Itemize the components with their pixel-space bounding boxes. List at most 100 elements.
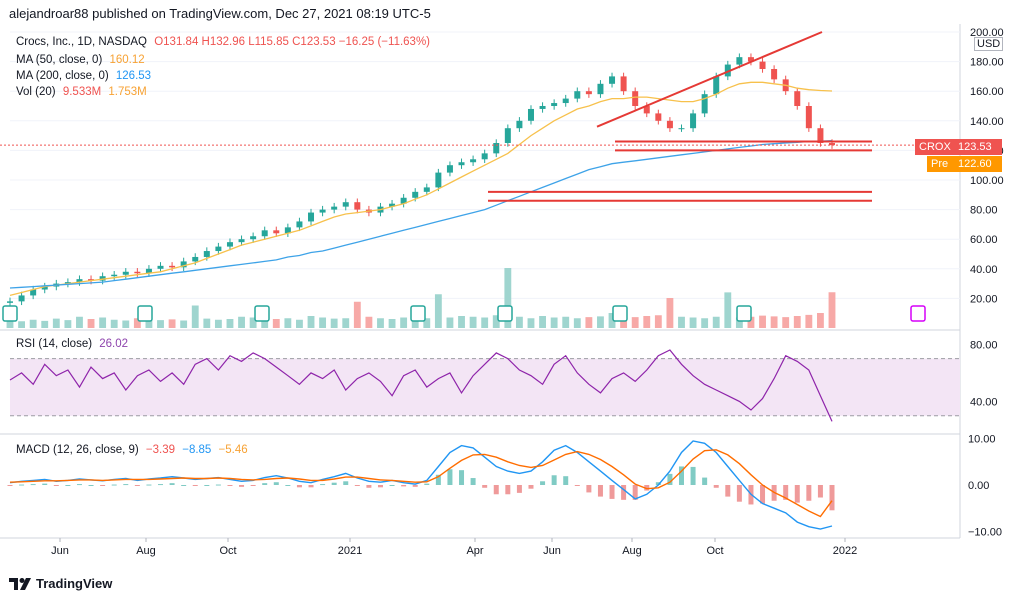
currency-label[interactable]: USD: [974, 37, 1004, 51]
volume-bar: [631, 317, 639, 328]
volume-bar: [6, 320, 14, 328]
volume-bar: [226, 319, 234, 328]
volume-value-2: 1.753M: [108, 86, 147, 98]
volume-bar: [527, 318, 535, 328]
ma200-label: MA (200, close, 0): [16, 70, 109, 82]
volume-bar: [353, 301, 361, 328]
candle-body: [597, 83, 604, 95]
volume-bar: [238, 316, 245, 328]
candle-body: [41, 286, 48, 290]
volume-bar: [41, 320, 49, 328]
earnings-marker-icon[interactable]: [137, 305, 153, 322]
price-tick-label: 40.00: [970, 264, 998, 276]
macd-histogram-bar: [158, 484, 164, 486]
candle-body: [145, 268, 152, 274]
price-tick-label: 180.00: [970, 57, 1004, 69]
ma200-value: 126.53: [115, 70, 152, 82]
macd-histogram-bar: [88, 485, 94, 486]
rsi-tick-label: 40.00: [970, 396, 998, 408]
publisher-line: alejandroar88 published on TradingView.c…: [9, 6, 431, 21]
candle-body: [690, 113, 697, 129]
price-tick-label: 60.00: [970, 234, 998, 246]
volume-bar: [504, 268, 512, 328]
candle-body: [574, 91, 581, 99]
earnings-marker-icon[interactable]: [254, 305, 270, 322]
volume-bar: [573, 318, 581, 328]
volume-bar: [550, 317, 558, 328]
candle-body: [527, 108, 534, 121]
earnings-marker-icon[interactable]: [2, 305, 18, 322]
candle-body: [412, 191, 419, 198]
macd-histogram-bar: [667, 473, 673, 485]
macd-tick-label: 10.00: [968, 434, 996, 446]
macd-histogram-bar: [273, 482, 279, 485]
volume-bar: [64, 320, 72, 328]
candle-body: [551, 103, 558, 106]
macd-histogram-bar: [516, 485, 522, 493]
candle-body: [400, 197, 407, 204]
candle-body: [759, 61, 766, 69]
candle-body: [203, 251, 210, 257]
tradingview-brand: TradingView: [36, 576, 113, 591]
macd-histogram-bar: [713, 485, 719, 488]
candle-body: [481, 153, 488, 160]
chart-canvas[interactable]: 200.00180.00160.00140.00120.00100.0080.0…: [0, 24, 1024, 572]
volume-bar: [365, 316, 373, 328]
rsi-band: [10, 358, 960, 416]
volume-bar: [249, 317, 257, 328]
macd-histogram-bar: [42, 483, 48, 485]
price-tick-label: 80.00: [970, 205, 998, 217]
macd-histogram-bar: [296, 485, 302, 488]
candle-body: [458, 162, 465, 166]
macd-value-3: −5.46: [218, 444, 248, 456]
candle-body: [273, 230, 280, 234]
candle-body: [666, 120, 673, 129]
volume-bar: [492, 315, 500, 328]
candle-body: [562, 98, 569, 104]
macd-histogram-bar: [204, 485, 210, 486]
price-tick-label: 140.00: [970, 116, 1004, 128]
macd-histogram-bar: [644, 485, 650, 491]
earnings-marker-icon[interactable]: [410, 305, 426, 322]
candle-body: [724, 64, 731, 77]
macd-histogram-bar: [76, 484, 82, 486]
signal-line: [9, 449, 833, 518]
macd-histogram-bar: [459, 470, 465, 485]
candle-body: [215, 246, 222, 252]
macd-histogram-bar: [331, 482, 337, 485]
volume-bar: [793, 316, 801, 328]
macd-histogram-bar: [146, 484, 152, 486]
price-tick-label: 20.00: [970, 293, 998, 305]
volume-bar: [469, 316, 477, 328]
ma50-legend: MA (50, close, 0) 160.12: [16, 54, 145, 66]
macd-histogram-bar: [285, 485, 291, 486]
candle-body: [713, 76, 720, 95]
macd-histogram-bar: [528, 485, 534, 489]
candle-body: [169, 265, 176, 268]
macd-histogram-bar: [690, 466, 696, 485]
candle-body: [88, 279, 95, 281]
earnings-marker-icon[interactable]: [612, 305, 628, 322]
time-tick-label: Aug: [622, 545, 642, 557]
earnings-marker-icon[interactable]: [497, 305, 513, 322]
macd-histogram-bar: [655, 482, 661, 485]
macd-histogram-bar: [412, 485, 418, 487]
volume-bar: [18, 321, 26, 328]
volume-bar: [191, 305, 199, 328]
upcoming-earnings-icon[interactable]: [910, 305, 926, 322]
candle-body: [516, 120, 523, 129]
volume-bar: [643, 316, 651, 328]
candle-body: [331, 206, 338, 210]
tradingview-footer[interactable]: TradingView: [9, 576, 112, 591]
candle-body: [180, 261, 187, 268]
candle-body: [771, 69, 778, 80]
volume-bar: [747, 316, 755, 328]
volume-bar: [539, 316, 546, 328]
earnings-marker-icon[interactable]: [736, 305, 752, 322]
volume-bar: [828, 292, 836, 328]
candle-body: [805, 106, 812, 129]
macd-histogram-bar: [736, 485, 742, 502]
volume-bar: [585, 317, 593, 328]
time-tick-label: Jun: [543, 545, 561, 557]
macd-histogram-bar: [53, 485, 59, 486]
